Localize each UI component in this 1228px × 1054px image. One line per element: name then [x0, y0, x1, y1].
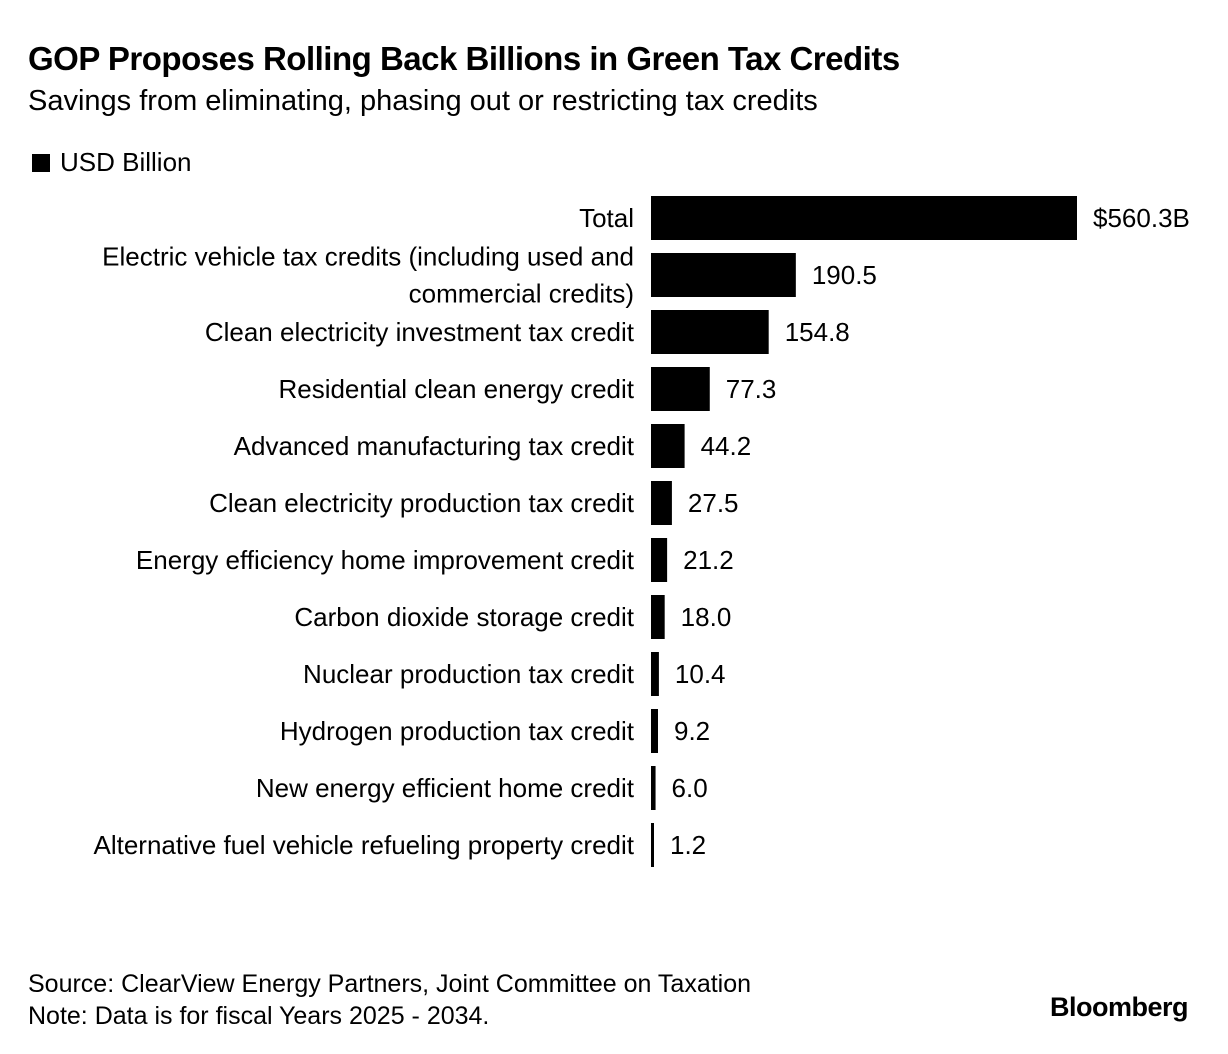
legend-swatch: [32, 153, 50, 172]
bar: [651, 367, 710, 411]
bar: [651, 538, 668, 582]
chart-title: GOP Proposes Rolling Back Billions in Gr…: [28, 40, 900, 77]
data-label: 190.5: [812, 260, 877, 290]
bar: [651, 424, 685, 468]
bar: [651, 595, 665, 639]
bar: [651, 253, 796, 297]
category-label: Advanced manufacturing tax credit: [234, 431, 635, 461]
data-label: 18.0: [681, 602, 732, 632]
category-label: Clean electricity production tax credit: [209, 488, 635, 518]
bar: [651, 766, 656, 810]
bloomberg-logo: Bloomberg: [1049, 992, 1189, 1022]
data-label: $560.3B: [1093, 203, 1190, 233]
bar: [651, 310, 769, 354]
bar: [651, 709, 658, 753]
category-label: Energy efficiency home improvement credi…: [136, 545, 635, 575]
source-note: Source: ClearView Energy Partners, Joint…: [28, 970, 752, 998]
data-label: 10.4: [675, 659, 726, 689]
bar: [651, 481, 672, 525]
data-note: Note: Data is for fiscal Years 2025 - 20…: [28, 1002, 490, 1030]
category-label: commercial credits): [409, 279, 634, 309]
category-label: Clean electricity investment tax credit: [205, 317, 635, 347]
data-label: 154.8: [785, 317, 850, 347]
category-label: Residential clean energy credit: [278, 374, 634, 404]
category-label: Electric vehicle tax credits (including …: [102, 242, 634, 272]
data-label: 6.0: [672, 773, 708, 803]
data-label: 1.2: [670, 830, 706, 860]
footer: Source: ClearView Energy Partners, Joint…: [28, 968, 751, 1032]
legend: USD Billion: [32, 147, 192, 178]
bar: [651, 823, 654, 867]
category-label: Total: [579, 203, 634, 233]
category-label: Alternative fuel vehicle refueling prope…: [93, 830, 634, 860]
bar-chart: $560.3B Total 190.5 Electric vehicle tax cr…: [93, 196, 1190, 867]
data-label: 77.3: [726, 374, 777, 404]
category-label: Carbon dioxide storage credit: [294, 602, 634, 632]
legend-label: USD Billion: [60, 147, 192, 177]
data-label: 44.2: [701, 431, 752, 461]
data-label: 21.2: [683, 545, 734, 575]
data-label: 9.2: [674, 716, 710, 746]
bar: [651, 652, 659, 696]
data-label: 27.5: [688, 488, 739, 518]
category-label: Nuclear production tax credit: [303, 659, 635, 689]
category-label: New energy efficient home credit: [256, 773, 635, 803]
category-label: Hydrogen production tax credit: [280, 716, 635, 746]
bar: [651, 196, 1077, 240]
chart-subtitle: Savings from eliminating, phasing out or…: [28, 85, 818, 117]
